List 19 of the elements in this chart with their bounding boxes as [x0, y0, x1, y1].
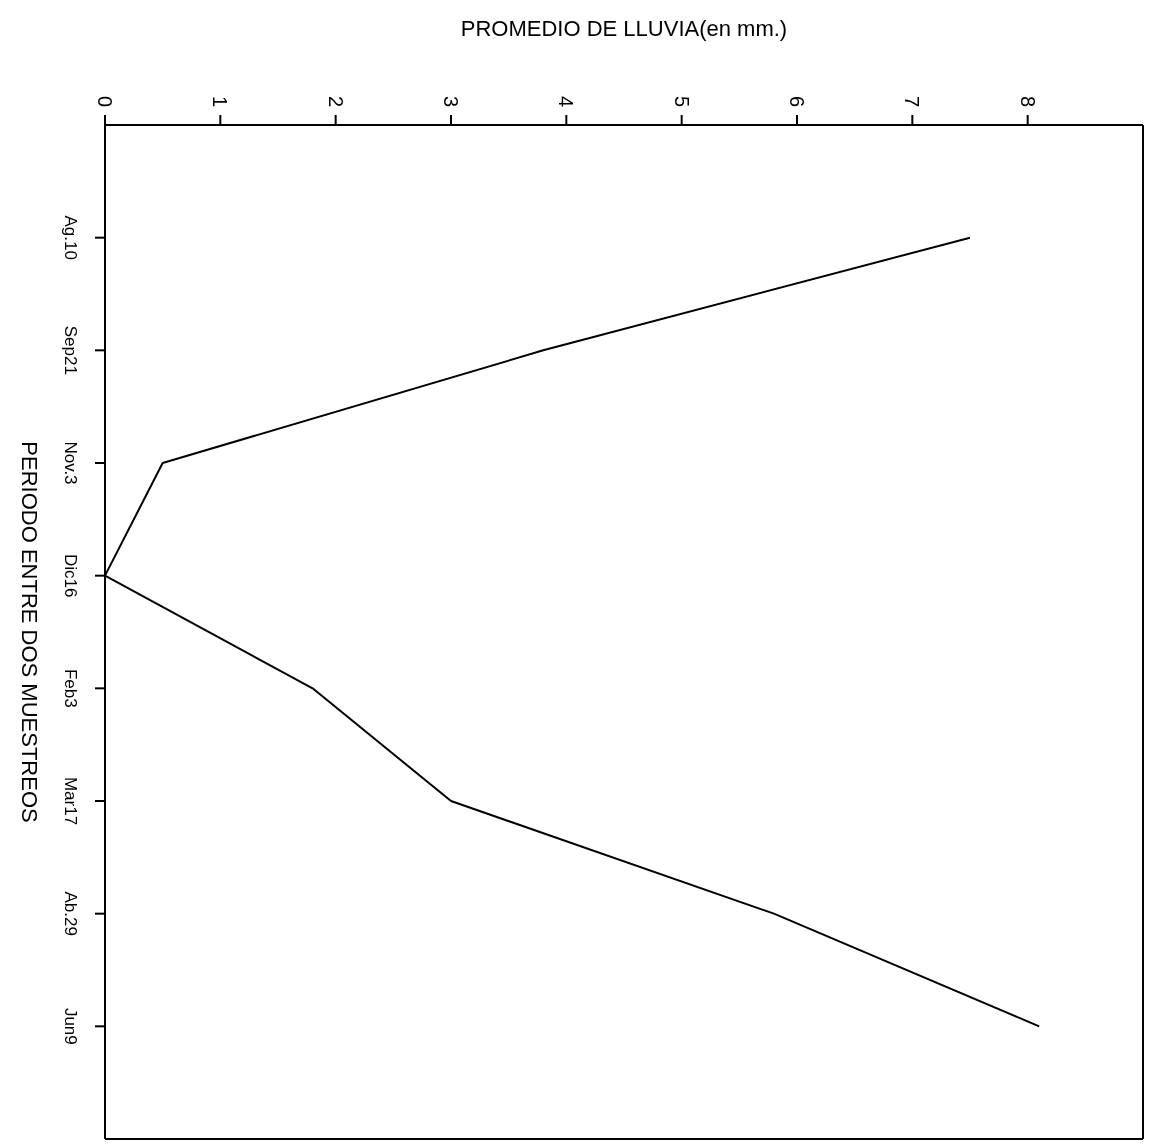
x-tick-label: 3 [440, 95, 462, 107]
x-tick-label: 2 [324, 95, 347, 107]
y-tick-label: Sep21 [61, 325, 81, 375]
x-tick-label: 8 [1016, 95, 1039, 107]
y-tick-label: Feb3 [61, 668, 81, 708]
y-tick-label: Dic16 [61, 553, 81, 598]
y-tick-label: Nov.3 [61, 441, 81, 485]
x-tick-label: 4 [555, 95, 578, 107]
y-tick-label: Mar17 [61, 776, 81, 826]
x-tick-label: 1 [209, 95, 232, 107]
y-tick-label: Jun9 [61, 1007, 81, 1045]
x-tick-label: 0 [94, 95, 116, 107]
x-axis-title: PROMEDIO DE LLUVIA(en mm.) [460, 16, 788, 41]
x-tick-label: 7 [901, 95, 924, 107]
x-tick-label: 5 [670, 95, 693, 107]
x-tick-label: 6 [786, 95, 808, 107]
y-tick-label: Ab.29 [61, 891, 81, 936]
y-axis-title: PERIODO ENTRE DOS MUESTREOS [17, 441, 43, 823]
y-tick-label: Ag.10 [61, 215, 81, 260]
